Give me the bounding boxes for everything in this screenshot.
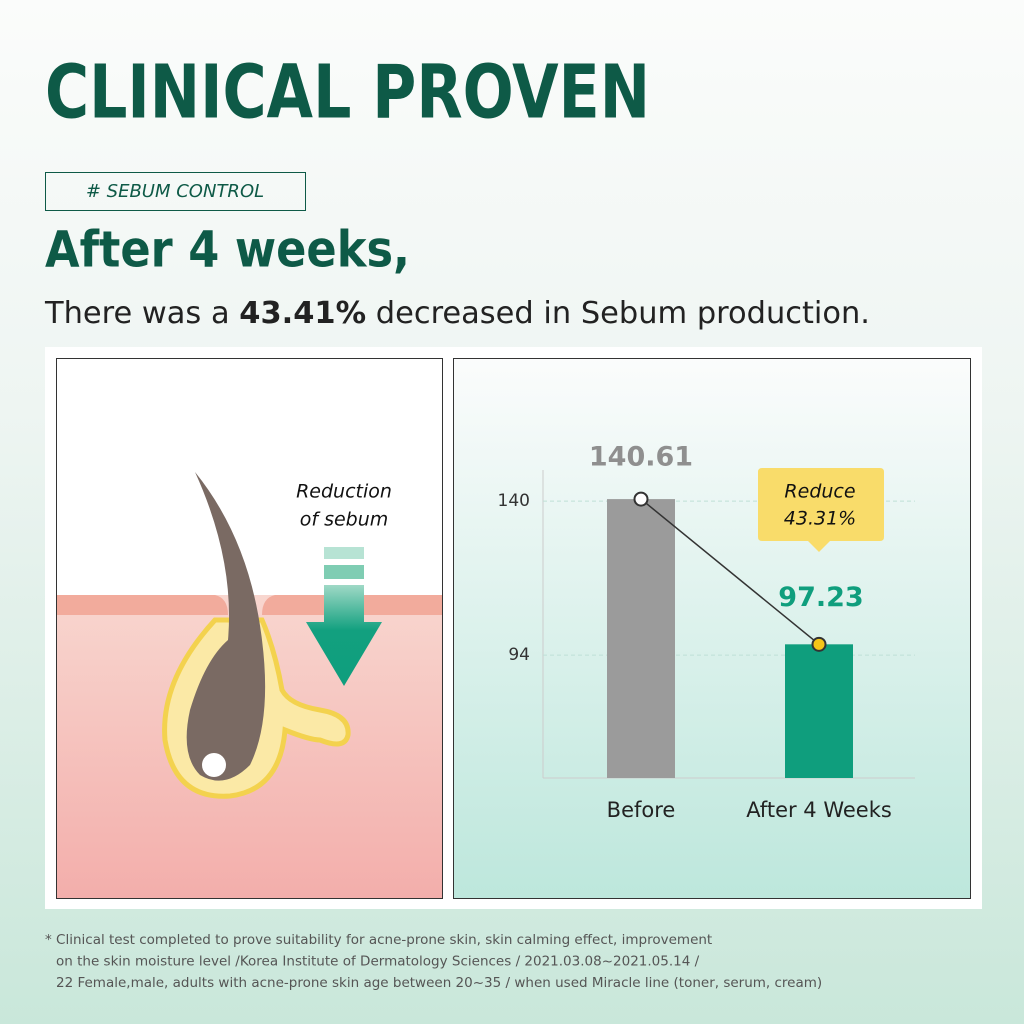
hair bbox=[186, 472, 266, 781]
illustration-label: of sebum bbox=[300, 509, 389, 531]
illustration: Reduction of sebum bbox=[56, 358, 443, 899]
footnote-line: on the skin moisture level /Korea Instit… bbox=[56, 954, 700, 970]
subtitle-text: decreased in Sebum production. bbox=[366, 296, 870, 331]
illustration-label: Reduction bbox=[296, 481, 392, 503]
footnote-line: * Clinical test completed to prove suita… bbox=[45, 932, 712, 948]
subtitle-text: There was a bbox=[44, 296, 239, 331]
tag-box bbox=[45, 172, 306, 211]
tag: # SEBUM CONTROL bbox=[86, 181, 264, 202]
x-tick-label: After 4 Weeks bbox=[746, 798, 892, 822]
annotation-box bbox=[758, 468, 884, 552]
bar bbox=[785, 644, 853, 778]
title: CLINICAL PROVEN bbox=[45, 50, 650, 136]
hair-root bbox=[202, 753, 226, 777]
connector-line bbox=[640, 498, 820, 645]
value-label: 140.61 bbox=[589, 442, 693, 473]
y-tick-label: 140 bbox=[498, 491, 530, 511]
arrow bbox=[306, 585, 382, 686]
subtitle: There was a 43.41% decreased in Sebum pr… bbox=[44, 296, 870, 331]
arrow-dash bbox=[324, 565, 364, 579]
annotation: Reduce bbox=[784, 481, 855, 503]
heading: After 4 weeks, bbox=[45, 221, 410, 279]
arrow-dash bbox=[324, 547, 364, 559]
annotation: 43.31% bbox=[784, 508, 856, 530]
chart: 94 140 Before After 4 Weeks 140.61 97.23 Reduc… bbox=[498, 442, 915, 822]
chart-frame bbox=[453, 358, 971, 899]
footnote: * Clinical test completed to prove suita… bbox=[45, 932, 822, 991]
value-label: 97.23 bbox=[778, 582, 863, 613]
subtitle-number: 43.41% bbox=[239, 296, 366, 331]
point bbox=[811, 636, 827, 652]
x-tick-label: Before bbox=[607, 798, 676, 822]
y-tick-label: 94 bbox=[508, 645, 530, 665]
bar bbox=[607, 499, 675, 778]
footnote-line: 22 Female,male, adults with acne-prone s… bbox=[56, 975, 822, 991]
point bbox=[633, 491, 649, 507]
